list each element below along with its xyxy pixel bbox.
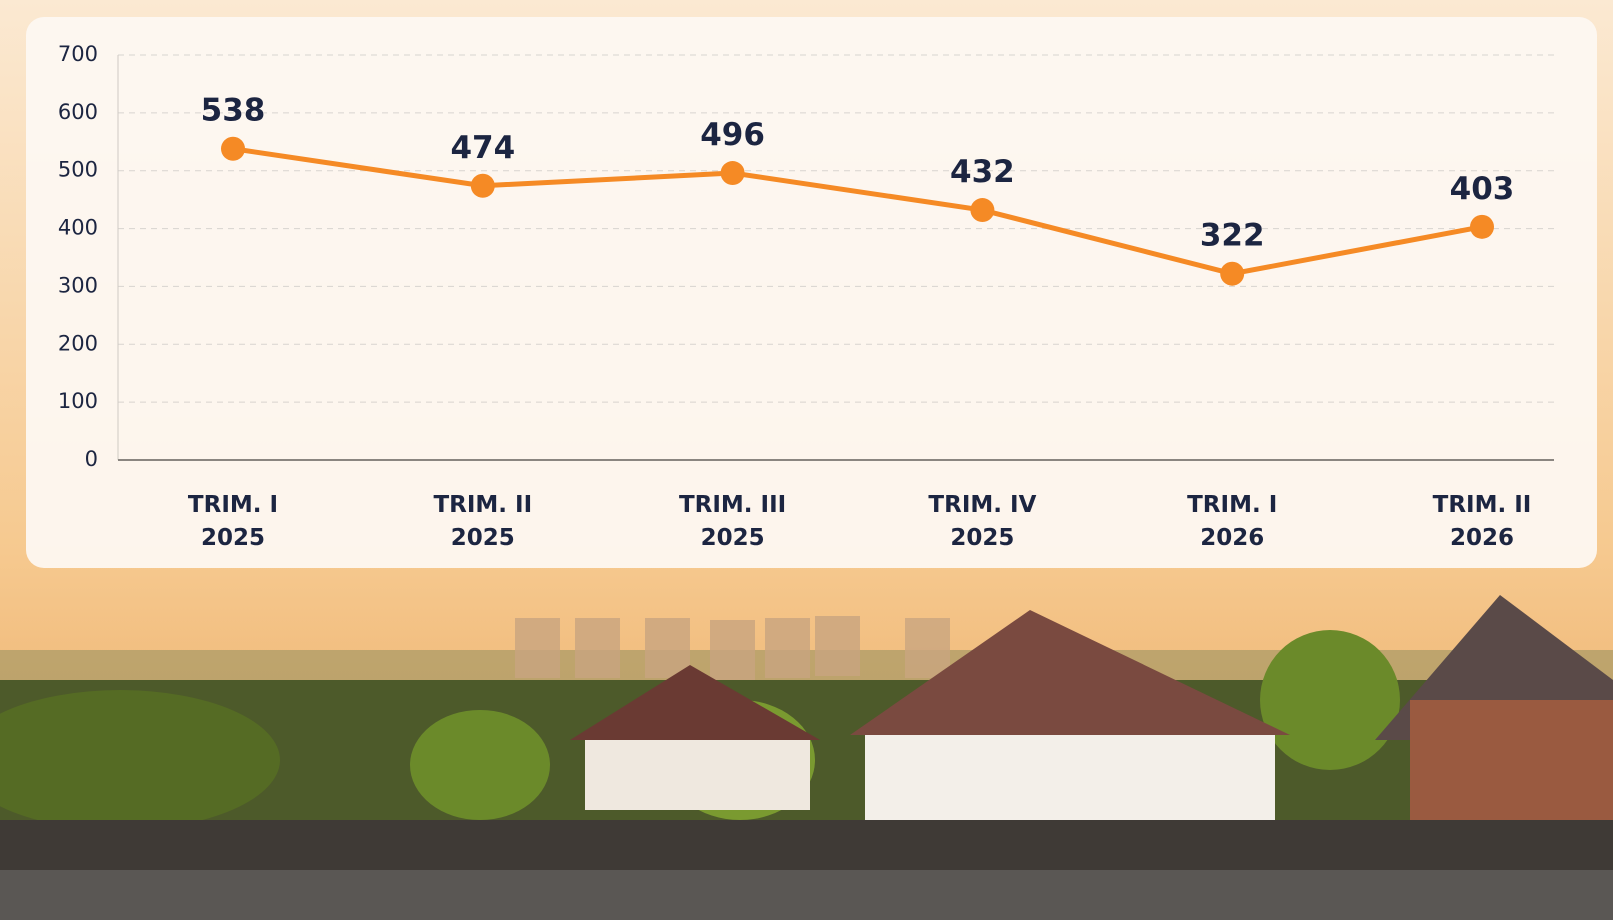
data-point: [1220, 261, 1245, 286]
y-tick-label: 100: [58, 389, 98, 413]
data-point: [221, 136, 245, 161]
x-tick-label: 2025: [451, 525, 515, 551]
y-tick-label: 0: [85, 447, 98, 471]
x-tick-label: 2025: [950, 525, 1014, 551]
x-tick-label: TRIM. IV: [928, 492, 1036, 518]
x-tick-label: 2025: [201, 525, 265, 551]
y-tick-label: 600: [58, 100, 98, 124]
y-tick-label: 400: [58, 216, 98, 240]
chart: 0 100 200 300 400 500 600 700 TRIM. I 2025 TRIM. I…: [58, 42, 1554, 551]
data-label: 538: [201, 93, 266, 129]
data-label: 474: [450, 130, 515, 166]
data-point: [970, 198, 995, 223]
y-tick-label: 700: [58, 42, 98, 66]
x-tick-label: TRIM. I: [1187, 492, 1277, 518]
y-tick-label: 200: [58, 331, 98, 355]
data-point: [720, 161, 745, 186]
data-point: [470, 173, 495, 198]
x-tick-label: TRIM. II: [1433, 492, 1532, 518]
y-tick-label: 500: [58, 158, 98, 182]
data-label: 496: [700, 117, 765, 153]
series-line: [232, 146, 1483, 277]
x-tick-label: TRIM. III: [679, 492, 786, 518]
x-tick-label: TRIM. I: [188, 492, 278, 518]
data-label: 322: [1200, 218, 1265, 254]
scenery: [0, 595, 1613, 920]
x-tick-label: TRIM. II: [433, 492, 532, 518]
x-tick-label: 2025: [701, 525, 765, 551]
x-tick-label: 2026: [1450, 525, 1514, 551]
chart-card: [26, 17, 1597, 568]
x-tick-label: 2026: [1200, 525, 1264, 551]
y-tick-label: 300: [58, 273, 98, 297]
data-label: 403: [1450, 171, 1515, 207]
data-label: 432: [950, 154, 1015, 190]
data-point: [1470, 214, 1494, 239]
